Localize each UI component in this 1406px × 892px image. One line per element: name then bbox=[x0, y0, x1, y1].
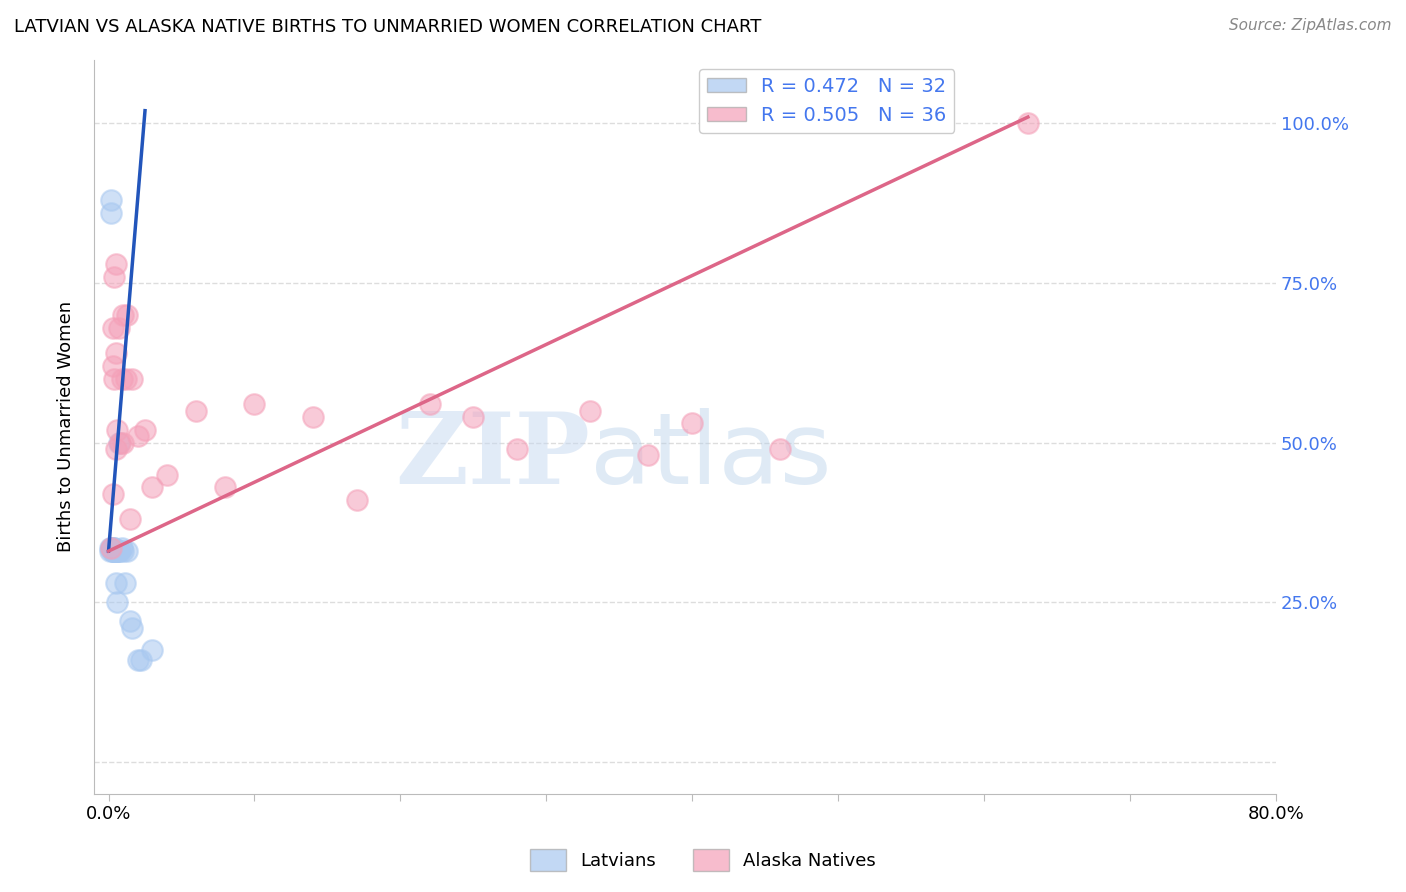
Point bbox=[103, 372, 125, 386]
Point bbox=[117, 544, 139, 558]
Point bbox=[103, 269, 125, 284]
Point bbox=[637, 448, 659, 462]
Point bbox=[104, 257, 127, 271]
Point bbox=[243, 397, 266, 411]
Point bbox=[101, 486, 124, 500]
Point bbox=[100, 193, 122, 207]
Point bbox=[141, 480, 163, 494]
Point bbox=[681, 417, 703, 431]
Point bbox=[101, 544, 124, 558]
Point bbox=[101, 544, 124, 558]
Point bbox=[108, 435, 131, 450]
Point bbox=[463, 410, 485, 425]
Point bbox=[120, 512, 142, 526]
Point bbox=[104, 544, 127, 558]
Point bbox=[419, 397, 441, 411]
Point bbox=[120, 615, 142, 629]
Point bbox=[115, 372, 138, 386]
Point bbox=[506, 442, 529, 456]
Point bbox=[301, 410, 323, 425]
Point bbox=[141, 643, 163, 657]
Point bbox=[1017, 116, 1039, 130]
Point bbox=[101, 541, 124, 555]
Point bbox=[117, 308, 139, 322]
Point bbox=[98, 544, 121, 558]
Y-axis label: Births to Unmarried Women: Births to Unmarried Women bbox=[58, 301, 75, 552]
Point bbox=[107, 544, 129, 558]
Point bbox=[112, 544, 135, 558]
Text: ZIP: ZIP bbox=[395, 408, 591, 505]
Point bbox=[112, 308, 135, 322]
Point bbox=[111, 372, 134, 386]
Point bbox=[112, 435, 135, 450]
Point bbox=[108, 544, 131, 558]
Point bbox=[127, 429, 149, 443]
Point bbox=[121, 372, 143, 386]
Point bbox=[127, 652, 149, 666]
Point bbox=[184, 403, 207, 417]
Point bbox=[769, 442, 792, 456]
Point bbox=[104, 544, 127, 558]
Point bbox=[104, 346, 127, 360]
Point bbox=[129, 652, 152, 666]
Text: Source: ZipAtlas.com: Source: ZipAtlas.com bbox=[1229, 18, 1392, 33]
Point bbox=[105, 544, 128, 558]
Legend: R = 0.472   N = 32, R = 0.505   N = 36: R = 0.472 N = 32, R = 0.505 N = 36 bbox=[699, 70, 955, 133]
Point bbox=[114, 576, 136, 591]
Point bbox=[103, 544, 125, 558]
Point bbox=[101, 359, 124, 373]
Point bbox=[156, 467, 179, 482]
Point bbox=[100, 541, 122, 555]
Text: LATVIAN VS ALASKA NATIVE BIRTHS TO UNMARRIED WOMEN CORRELATION CHART: LATVIAN VS ALASKA NATIVE BIRTHS TO UNMAR… bbox=[14, 18, 762, 36]
Point bbox=[104, 544, 127, 558]
Point bbox=[105, 423, 128, 437]
Point bbox=[104, 576, 127, 591]
Point bbox=[98, 541, 121, 555]
Point bbox=[101, 544, 124, 558]
Point bbox=[103, 544, 125, 558]
Point bbox=[100, 541, 122, 555]
Point bbox=[104, 442, 127, 456]
Legend: Latvians, Alaska Natives: Latvians, Alaska Natives bbox=[523, 842, 883, 879]
Point bbox=[100, 206, 122, 220]
Point bbox=[121, 621, 143, 635]
Point bbox=[101, 320, 124, 334]
Point bbox=[111, 541, 134, 555]
Point bbox=[107, 320, 129, 334]
Point bbox=[103, 541, 125, 555]
Point bbox=[579, 403, 602, 417]
Point bbox=[346, 493, 368, 508]
Point bbox=[134, 423, 156, 437]
Point bbox=[105, 544, 128, 558]
Point bbox=[105, 595, 128, 609]
Point bbox=[214, 480, 236, 494]
Point bbox=[103, 541, 125, 555]
Text: atlas: atlas bbox=[591, 408, 832, 505]
Point bbox=[107, 435, 129, 450]
